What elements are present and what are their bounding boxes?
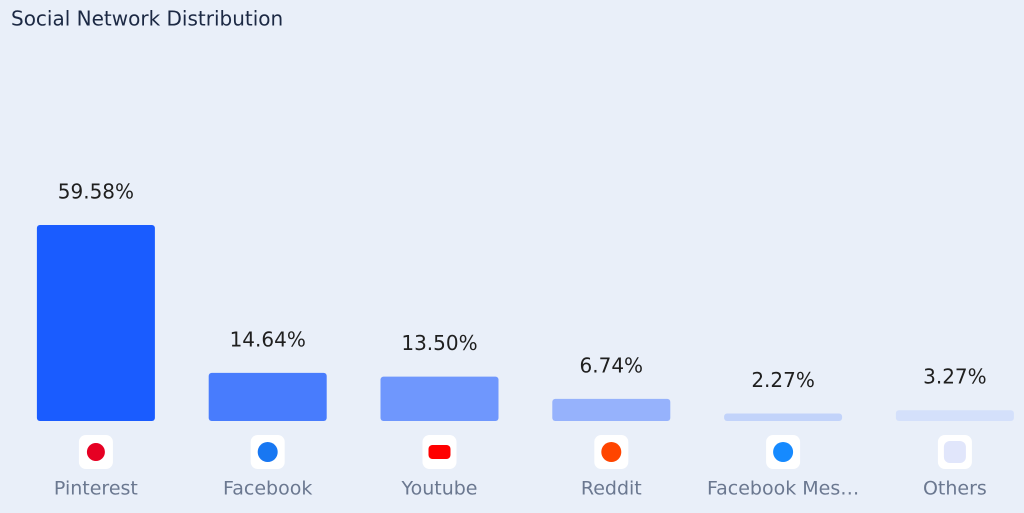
x-tick-label: Facebook Mes…: [707, 478, 859, 500]
icon: [250, 435, 285, 469]
value-label: 14.64%: [230, 327, 306, 351]
value-label: 59.58%: [58, 180, 134, 204]
x-tick-label: Reddit: [581, 478, 642, 500]
x-tick-label: Facebook: [223, 478, 312, 500]
icon-glyph: [428, 445, 451, 459]
icon-glyph: [601, 442, 622, 462]
value-label: 13.50%: [401, 331, 477, 355]
icon: [78, 435, 113, 469]
icon: [422, 435, 457, 469]
value-label: 2.27%: [751, 368, 815, 392]
icon-glyph: [257, 442, 278, 462]
icon: [594, 435, 629, 469]
x-tick-label: Pinterest: [54, 478, 138, 500]
bar: [724, 413, 843, 421]
bar: [895, 410, 1014, 421]
x-tick-label: Youtube: [401, 478, 478, 500]
bar: [380, 376, 499, 421]
icon-glyph: [86, 443, 105, 461]
value-label: 6.74%: [580, 353, 644, 377]
x-tick-label: Others: [923, 478, 987, 500]
icon-glyph: [773, 442, 794, 462]
icon: [937, 435, 972, 469]
bar: [36, 225, 155, 421]
icon: [766, 435, 801, 469]
bar: [208, 372, 327, 421]
chart-title: Social Network Distribution: [11, 7, 283, 31]
value-label: 3.27%: [923, 365, 987, 389]
bar: [552, 398, 671, 421]
icon-glyph: [943, 441, 966, 463]
